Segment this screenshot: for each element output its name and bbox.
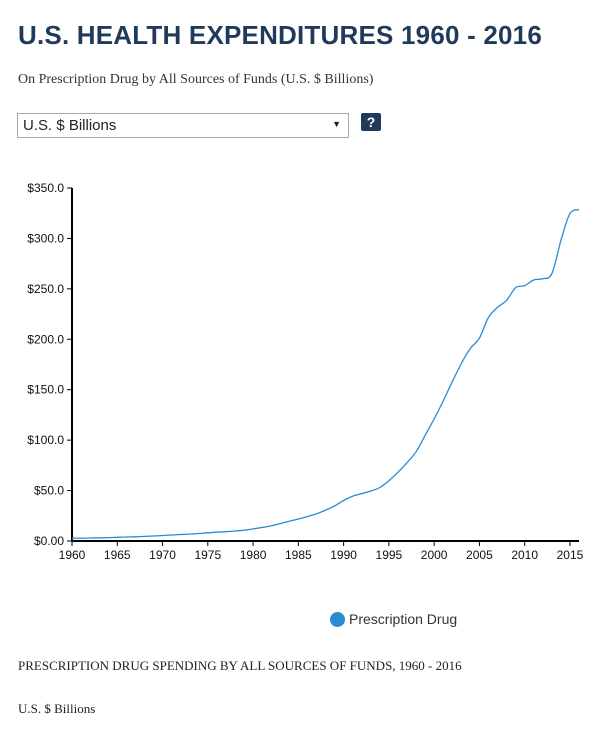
x-tick-label: 1960	[59, 548, 86, 562]
y-tick-label: $150.0	[27, 383, 64, 397]
y-tick-label: $300.0	[27, 231, 64, 245]
x-tick-label: 1975	[194, 548, 221, 562]
x-tick-label: 2000	[421, 548, 448, 562]
line-chart: $0.00 $50.0 $100.0 $150.0 $200.0 $250.0 $300.0…	[27, 181, 584, 562]
help-button[interactable]: ?	[361, 113, 381, 131]
units-label: U.S. $ Billions	[18, 701, 96, 716]
x-tick-label: 1965	[104, 548, 131, 562]
legend-marker	[330, 611, 345, 627]
unit-select[interactable]: U.S. $ Billions ▼	[17, 113, 349, 138]
series-line-prescription-drug	[71, 208, 580, 539]
page-title: U.S. HEALTH EXPENDITURES 1960 - 2016	[18, 20, 542, 50]
chevron-down-icon: ▼	[332, 119, 341, 129]
x-tick-label: 1970	[149, 548, 176, 562]
y-tick-label: $200.0	[27, 332, 64, 346]
x-tick-label: 2010	[511, 548, 538, 562]
legend-label: Prescription Drug	[349, 611, 458, 627]
y-tick-label: $250.0	[27, 282, 64, 296]
x-tick-label: 2015	[557, 548, 584, 562]
legend[interactable]: Prescription Drug	[330, 611, 457, 627]
page-subtitle: On Prescription Drug by All Sources of F…	[18, 72, 374, 87]
y-tick-label: $100.0	[27, 433, 64, 447]
y-tick-label: $50.0	[34, 484, 64, 498]
x-tick-label: 1995	[376, 548, 403, 562]
y-tick-label: $0.00	[34, 534, 64, 548]
y-tick-label: $350.0	[27, 181, 64, 195]
unit-select-value: U.S. $ Billions	[23, 117, 117, 134]
x-tick-label: 1985	[285, 548, 312, 562]
x-tick-label: 1990	[330, 548, 357, 562]
chart-caption: PRESCRIPTION DRUG SPENDING BY ALL SOURCE…	[18, 658, 462, 673]
x-tick-label: 1980	[240, 548, 267, 562]
x-tick-label: 2005	[466, 548, 493, 562]
